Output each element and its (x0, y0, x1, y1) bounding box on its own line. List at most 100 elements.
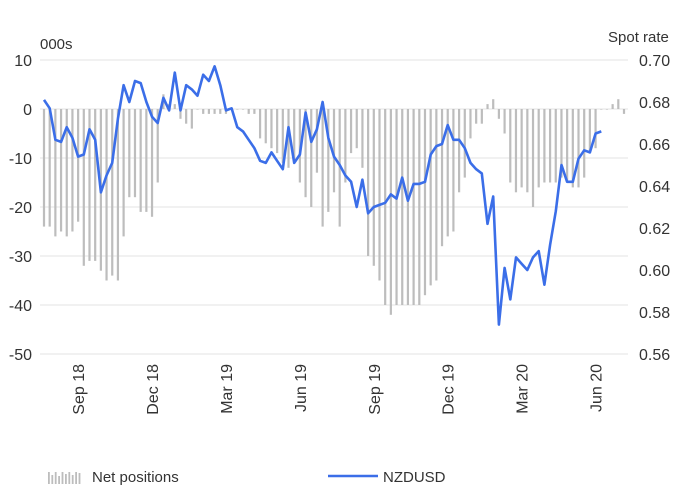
net-positions-bar (412, 109, 415, 305)
net-positions-bar (213, 109, 216, 114)
net-positions-bar (372, 109, 375, 266)
x-tick-label: Jun 20 (589, 364, 606, 412)
net-positions-bar (122, 109, 125, 237)
net-positions-bar (423, 109, 427, 296)
net-positions-bar (611, 104, 614, 109)
net-positions-bar (145, 109, 148, 212)
left-axis-unit: 000s (40, 36, 73, 53)
net-positions-bar (440, 109, 444, 247)
left-tick-label: -50 (9, 347, 32, 364)
legend-bar-tick (48, 472, 50, 484)
net-positions-bar (566, 109, 569, 183)
legend-bar-tick (71, 475, 74, 484)
left-tick-label: -30 (9, 249, 32, 266)
net-positions-bar (571, 109, 574, 188)
net-positions-bar (418, 109, 421, 305)
net-positions-bar (463, 109, 466, 178)
net-positions-bar (116, 109, 120, 281)
net-positions-bar (401, 109, 404, 305)
net-positions-bar (185, 109, 188, 124)
right-tick-label: 0.64 (639, 179, 670, 196)
net-positions-bar (59, 109, 63, 232)
net-positions-bar (526, 109, 529, 193)
net-positions-bar (111, 109, 114, 276)
right-tick-label: 0.58 (639, 305, 670, 322)
net-positions-bar (497, 109, 501, 119)
net-positions-bar (514, 109, 518, 193)
net-positions-bar (406, 109, 410, 305)
left-tick-label: 10 (14, 53, 32, 70)
net-positions-bar (88, 109, 91, 261)
net-positions-bar (150, 109, 154, 217)
net-positions-bar (395, 109, 398, 305)
net-positions-bar (48, 109, 51, 227)
net-positions-bar (429, 109, 432, 286)
net-positions-bar (435, 109, 438, 281)
net-positions-bar (355, 109, 358, 149)
net-positions-bar (492, 99, 495, 109)
x-axis-ticks: Sep 18 Dec 18 Mar 19 Jun 19 Sep 19 Dec 19 Mar … (71, 364, 605, 415)
legend-bar-tick (61, 472, 64, 484)
net-positions-bar (384, 109, 387, 305)
net-positions-bar (156, 109, 159, 183)
net-positions-bar (469, 109, 472, 139)
left-tick-label: 0 (23, 102, 32, 119)
net-positions-bar (179, 109, 182, 119)
right-tick-label: 0.62 (639, 221, 670, 238)
legend-net-positions-label: Net positions (92, 469, 179, 486)
net-positions-bar (315, 109, 319, 173)
net-positions-bar (258, 109, 262, 139)
x-tick-label: Dec 18 (145, 364, 162, 415)
net-positions-bar (247, 109, 250, 114)
net-positions-bar (503, 109, 506, 134)
net-positions-bar (202, 109, 205, 114)
net-positions-bar (276, 109, 279, 154)
x-tick-label: Dec 19 (441, 364, 458, 415)
net-positions-bar (361, 109, 364, 168)
net-positions-bar (389, 109, 392, 315)
net-positions-bar (65, 109, 68, 237)
left-tick-label: -10 (9, 151, 32, 168)
net-positions-bar (77, 109, 80, 222)
net-positions-bar (344, 109, 347, 183)
net-positions-bar (349, 109, 353, 154)
net-positions-bar (531, 109, 535, 207)
net-positions-bar (219, 109, 222, 114)
net-positions-bar (304, 109, 307, 198)
nzdusd-line (42, 65, 602, 326)
nzdusd-line-group (42, 65, 602, 326)
legend-bar-tick (51, 475, 54, 484)
right-axis-ticks: 0.70 0.68 0.66 0.64 0.62 0.60 0.58 0.56 (639, 53, 670, 364)
right-tick-label: 0.60 (639, 263, 670, 280)
right-tick-label: 0.70 (639, 53, 670, 70)
net-positions-bar (281, 109, 284, 163)
net-positions-bar (577, 109, 580, 188)
net-positions-bar (173, 104, 176, 109)
net-positions-bar (509, 109, 512, 183)
legend-net-positions-swatch (48, 472, 81, 484)
net-positions-bar (480, 109, 483, 124)
net-positions-bar (622, 109, 626, 114)
net-positions-bar (537, 109, 540, 188)
net-positions-bar (332, 109, 336, 193)
legend-bar-tick (78, 473, 81, 484)
left-tick-label: -20 (9, 200, 32, 217)
net-positions-bar (196, 109, 199, 110)
legend-nzdusd-label: NZDUSD (383, 469, 446, 486)
net-positions-bar (475, 109, 478, 124)
net-positions-bar (42, 109, 46, 227)
net-positions-bar (190, 109, 193, 129)
net-positions-bar (264, 109, 267, 144)
net-positions-bar (338, 109, 341, 227)
net-positions-bar (54, 109, 57, 237)
net-positions-bar (554, 109, 557, 183)
net-positions-bar (588, 109, 591, 154)
left-axis-ticks: 10 0 -10 -20 -30 -40 -50 (9, 53, 32, 364)
net-positions-bar (548, 109, 552, 183)
net-positions-bar (270, 109, 273, 149)
net-positions-bars (42, 94, 626, 315)
x-tick-label: Jun 19 (293, 364, 310, 412)
net-positions-bar (236, 109, 239, 110)
legend-bar-tick (75, 472, 77, 484)
